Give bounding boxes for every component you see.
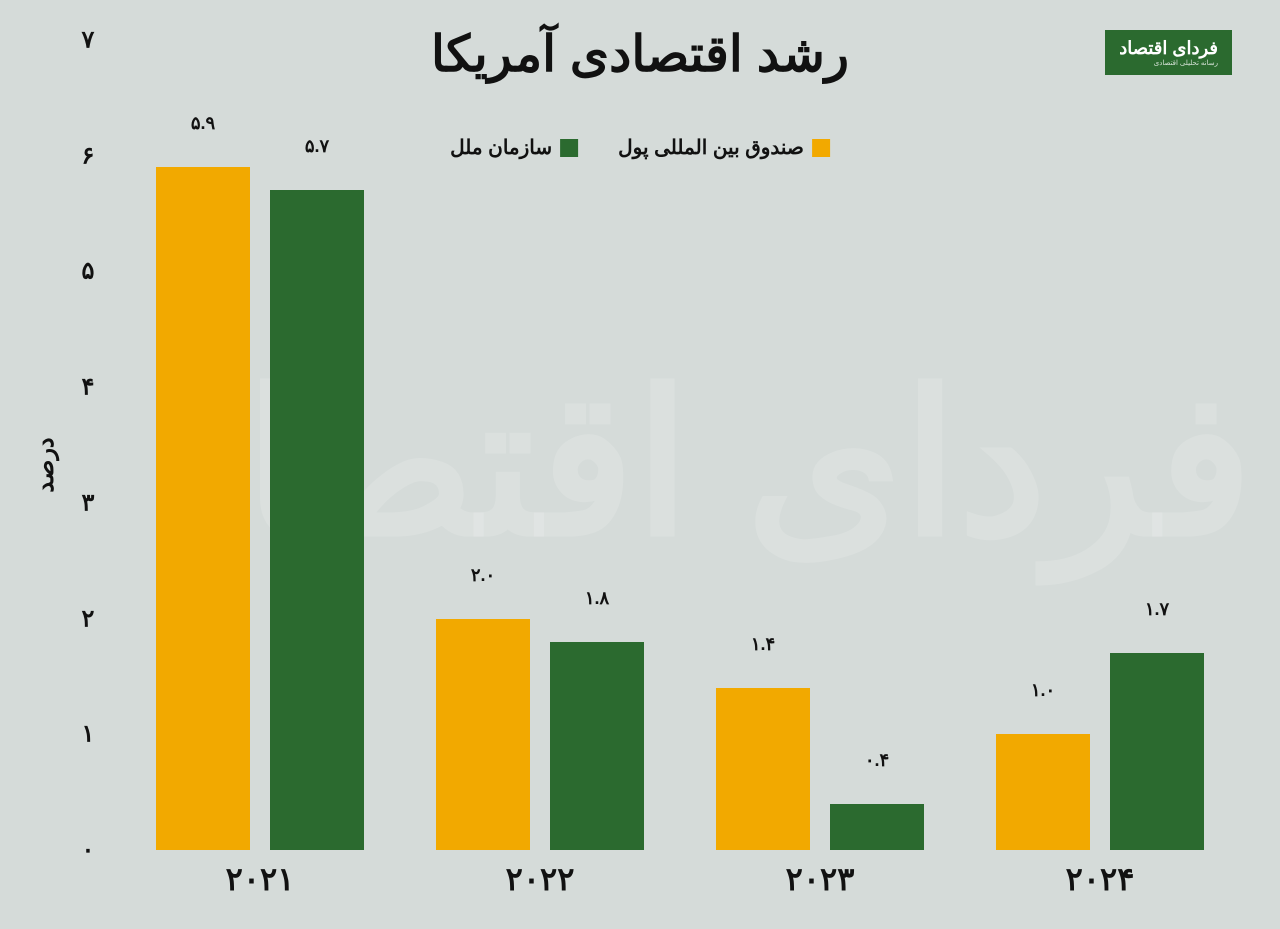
bar-label: ۱.۴ xyxy=(751,634,775,661)
bar-imf xyxy=(156,167,250,850)
bar-label: ۱.۷ xyxy=(1145,599,1169,626)
y-tick: ۱ xyxy=(68,720,108,749)
bar-un xyxy=(830,804,924,850)
y-tick: ۵ xyxy=(68,257,108,286)
x-tick: ۲۰۲۱ xyxy=(226,860,295,898)
bar-label: ۵.۹ xyxy=(191,113,215,140)
bar-label: ۰.۴ xyxy=(865,750,889,777)
x-tick: ۲۰۲۴ xyxy=(1066,860,1135,898)
y-tick: ۶ xyxy=(68,141,108,170)
x-tick: ۲۰۲۳ xyxy=(786,860,855,898)
y-tick: ۷ xyxy=(68,26,108,55)
bar-un xyxy=(550,642,644,850)
bar-label: ۱.۰ xyxy=(1031,680,1055,707)
x-tick: ۲۰۲۲ xyxy=(506,860,575,898)
bar-imf xyxy=(436,619,530,850)
bar-label: ۱.۸ xyxy=(585,588,609,615)
plot-area: ۰۱۲۳۴۵۶۷۵.۹۵.۷۲.۰۱.۸۱.۴۰.۴۱.۰۱.۷ xyxy=(120,40,1240,850)
x-axis-labels: ۲۰۲۱ ۲۰۲۲ ۲۰۲۳ ۲۰۲۴ xyxy=(120,860,1240,910)
y-tick: ۳ xyxy=(68,488,108,517)
chart-area: ۰۱۲۳۴۵۶۷۵.۹۵.۷۲.۰۱.۸۱.۴۰.۴۱.۰۱.۷ xyxy=(120,40,1240,850)
y-tick: ۲ xyxy=(68,604,108,633)
y-tick: ۰ xyxy=(68,836,108,865)
bar-imf xyxy=(716,688,810,850)
bar-label: ۲.۰ xyxy=(471,565,495,592)
bar-label: ۵.۷ xyxy=(305,136,329,163)
y-tick: ۴ xyxy=(68,373,108,402)
bar-un xyxy=(270,190,364,850)
y-axis-label: درصد xyxy=(31,437,60,492)
bar-imf xyxy=(996,734,1090,850)
bar-un xyxy=(1110,653,1204,850)
